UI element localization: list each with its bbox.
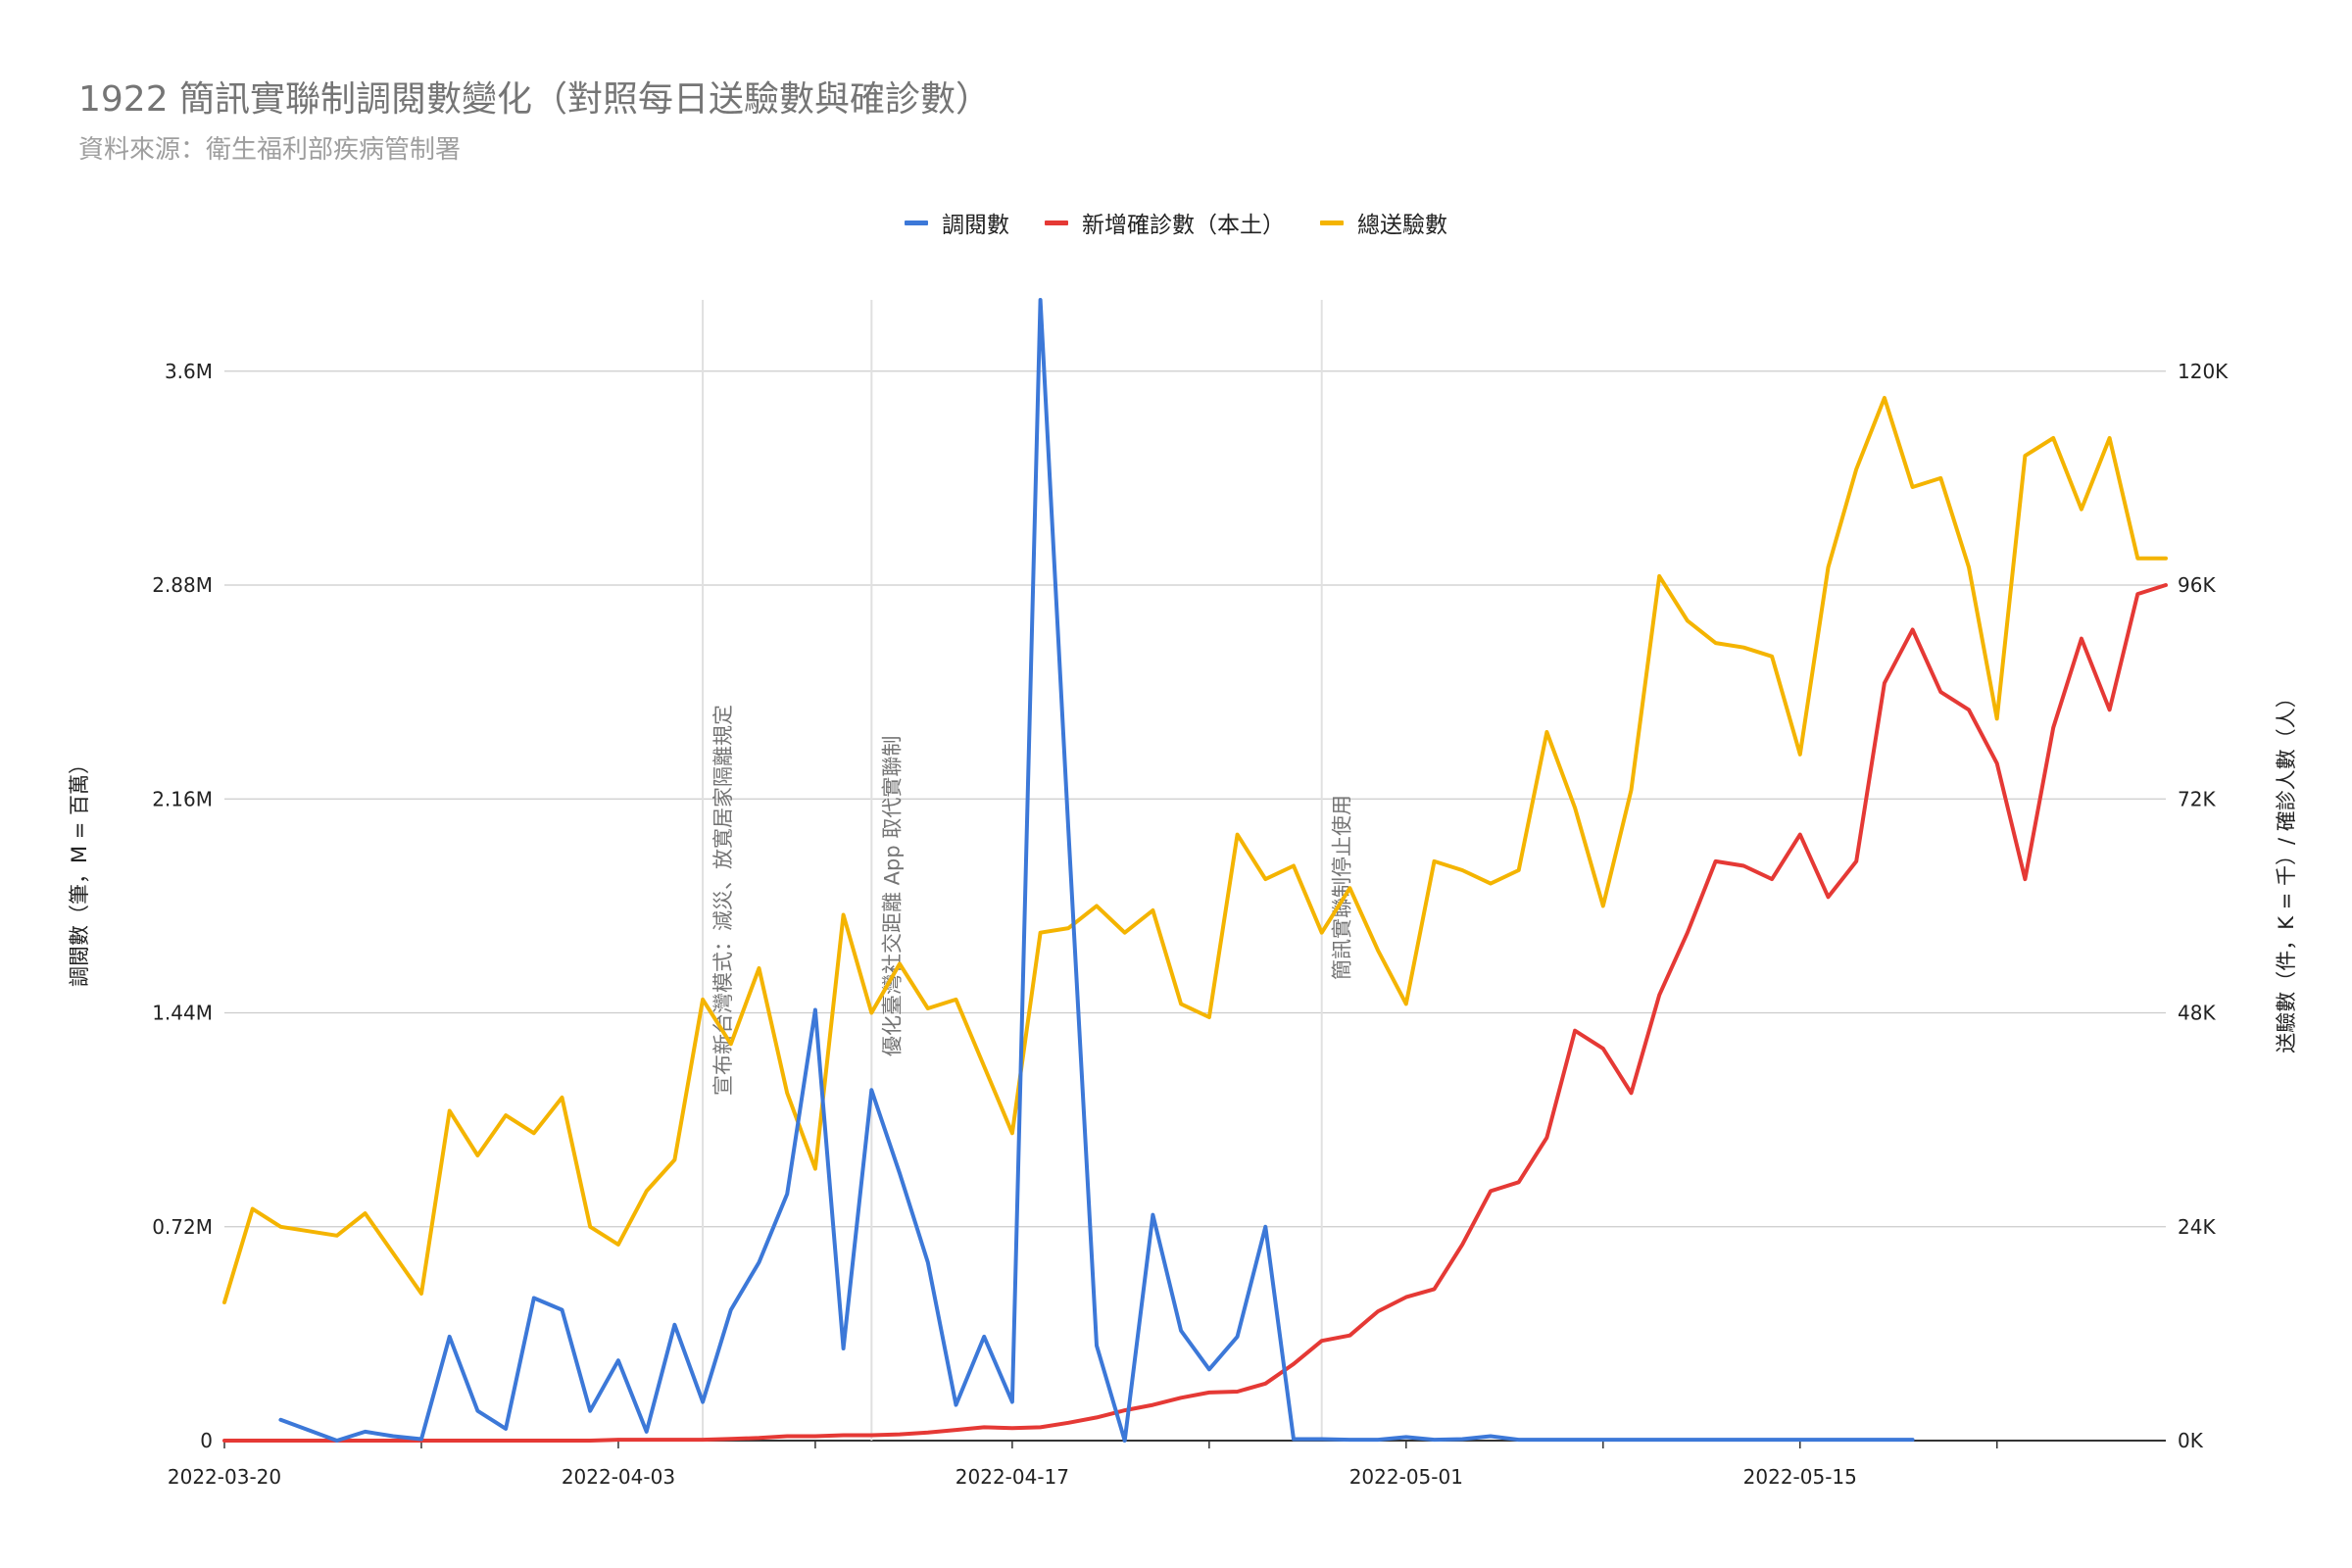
chart-subtitle: 資料來源：衛生福利部疾病管制署 xyxy=(78,135,462,165)
legend-label-red: 新增確診數（本土） xyxy=(1082,213,1285,238)
series-line-red xyxy=(222,583,2168,1443)
right-axis-tick-label: 24K xyxy=(2178,1215,2216,1239)
legend-label-yellow: 總送驗數 xyxy=(1357,213,1447,238)
x-axis-tick-label: 2022-05-01 xyxy=(1349,1465,1463,1489)
left-axis-tick-label: 1.44M xyxy=(152,1002,213,1025)
series-line-blue xyxy=(278,298,1915,1443)
legend-item-red: 新增確診數（本土） xyxy=(1045,206,1285,239)
legend-label-blue: 調閱數 xyxy=(942,213,1009,238)
right-axis-tick-label: 48K xyxy=(2178,1002,2216,1025)
legend-swatch-red xyxy=(1045,220,1068,225)
left-axis-tick-label: 0.72M xyxy=(152,1215,213,1239)
left-axis-tick-label: 3.6M xyxy=(165,360,213,383)
right-axis-tick-label: 72K xyxy=(2178,787,2216,810)
legend-swatch-yellow xyxy=(1320,220,1344,225)
chart-legend: 調閱數 新增確診數（本土） 總送驗數 xyxy=(0,206,2352,239)
x-axis-tick-label: 2022-04-03 xyxy=(562,1465,675,1489)
right-axis-tick-label: 0K xyxy=(2178,1429,2204,1452)
legend-item-yellow: 總送驗數 xyxy=(1320,206,1447,239)
annotation-text: 優化臺灣社交距離 App 取代實聯制 xyxy=(880,736,904,1056)
left-axis-tick-label: 2.16M xyxy=(152,787,213,810)
x-axis-tick-label: 2022-05-15 xyxy=(1743,1465,1857,1489)
right-axis-tick-label: 120K xyxy=(2178,360,2229,383)
x-axis-tick-label: 2022-04-17 xyxy=(956,1465,1069,1489)
left-axis-tick-label: 2.88M xyxy=(152,573,213,597)
series-line-yellow xyxy=(222,396,2168,1304)
legend-swatch-blue xyxy=(905,220,928,225)
left-axis-title: 調閱數（筆，M = 百萬） xyxy=(68,754,91,987)
left-axis-tick-label: 0 xyxy=(200,1429,213,1452)
right-axis-tick-label: 96K xyxy=(2178,573,2216,597)
chart-title: 1922 簡訊實聯制調閱數變化（對照每日送驗數與確診數） xyxy=(78,79,992,120)
right-axis-title: 送驗數（件，K = 千）/ 確診人數（人） xyxy=(2275,687,2298,1053)
x-axis-tick-label: 2022-03-20 xyxy=(168,1465,281,1489)
legend-item-blue: 調閱數 xyxy=(905,206,1009,239)
